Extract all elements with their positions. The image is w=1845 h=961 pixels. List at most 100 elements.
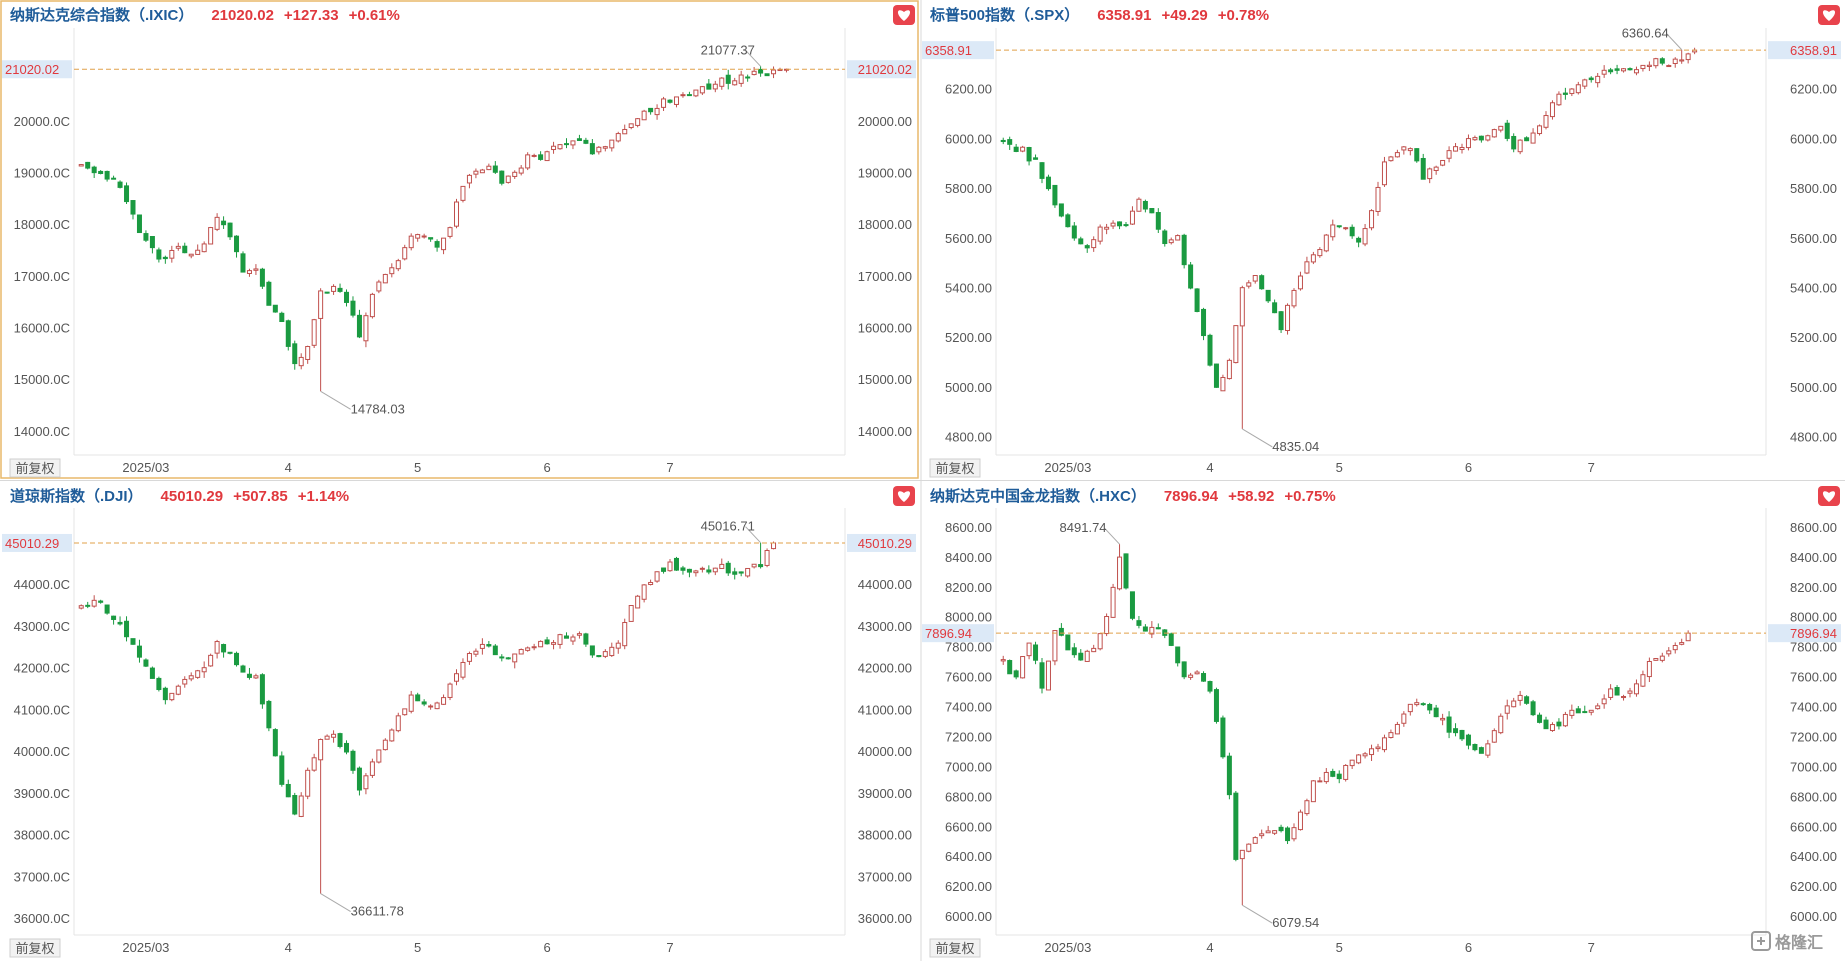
candle-body-down xyxy=(1201,673,1207,682)
candle-body-down xyxy=(162,687,168,701)
candle-body-up xyxy=(751,70,757,76)
candle-body-up xyxy=(1110,586,1116,618)
candle-body-down xyxy=(292,794,298,815)
candle-body-down xyxy=(1511,135,1517,150)
candle-body-up xyxy=(699,567,705,570)
annotation-leader-line xyxy=(320,390,351,410)
candle-body-up xyxy=(1640,64,1646,70)
candle-body-up xyxy=(447,683,453,698)
y-tick-label-left: 8000.00 xyxy=(945,610,992,625)
index-last-price: 21020.02 xyxy=(211,7,274,24)
candle-body-down xyxy=(1162,230,1168,245)
candle-body-up xyxy=(434,702,440,710)
y-tick-label-right: 40000.00 xyxy=(858,744,912,759)
candle-body-down xyxy=(221,220,227,226)
candle-body-up xyxy=(1091,239,1097,249)
candle-body-up xyxy=(1369,748,1375,756)
y-tick-label-left: 8600.00 xyxy=(945,520,992,535)
candle-body-down xyxy=(1000,139,1006,143)
y-tick-label-right: 42000.00 xyxy=(858,661,912,676)
candle-body-down xyxy=(1013,670,1019,678)
y-tick-label-right: 7400.00 xyxy=(1790,700,1837,715)
candle-body-up xyxy=(1621,68,1627,72)
y-tick-label-right: 8200.00 xyxy=(1790,580,1837,595)
index-last-price: 6358.91 xyxy=(1097,7,1151,24)
candle-body-up xyxy=(1246,843,1252,852)
candle-body-down xyxy=(1427,703,1433,711)
candle-body-down xyxy=(758,564,764,568)
index-last-price: 7896.94 xyxy=(1164,488,1219,505)
current-price-tag-left xyxy=(2,533,72,552)
extreme-value-annotation: 14784.03 xyxy=(351,401,405,416)
y-tick-label-left: 5600.00 xyxy=(945,231,992,246)
candle-body-up xyxy=(738,74,744,84)
restore-right-button-label: 前复权 xyxy=(935,461,974,476)
candle-body-down xyxy=(104,604,110,614)
candle-body-up xyxy=(1595,75,1601,84)
restore-right-button[interactable] xyxy=(9,938,61,958)
candle-body-down xyxy=(136,645,142,658)
y-tick-label-right: 7200.00 xyxy=(1790,729,1837,744)
candle-body-down xyxy=(285,320,291,347)
candle-body-down xyxy=(91,166,97,174)
candle-body-up xyxy=(1653,58,1659,67)
candle-body-up xyxy=(654,107,660,116)
candle-body-up xyxy=(1569,88,1575,95)
x-tick-label: 2025/03 xyxy=(122,460,169,475)
candle-body-up xyxy=(1517,139,1523,153)
restore-right-button[interactable] xyxy=(929,938,981,958)
restore-right-button-label: 前复权 xyxy=(935,941,974,956)
candle-body-up xyxy=(609,646,615,657)
x-tick-label: 6 xyxy=(1465,460,1472,475)
candle-body-down xyxy=(1453,728,1459,734)
candle-body-up xyxy=(570,636,576,642)
candle-body-up xyxy=(1627,690,1633,694)
candle-body-up xyxy=(1685,53,1691,61)
y-tick-label-right: 8000.00 xyxy=(1790,610,1837,625)
candle-body-up xyxy=(486,165,492,171)
candle-body-up xyxy=(1491,730,1497,743)
candle-body-down xyxy=(428,237,434,240)
candle-body-up xyxy=(1149,626,1155,635)
x-tick-label: 4 xyxy=(285,460,292,475)
candle-body-down xyxy=(563,143,569,146)
candle-body-down xyxy=(1071,647,1077,656)
candle-body-up xyxy=(576,633,582,636)
candle-body-up xyxy=(512,171,518,177)
candle-body-down xyxy=(544,639,550,645)
candle-body-up xyxy=(525,154,531,169)
candle-body-down xyxy=(240,665,246,673)
candle-body-up xyxy=(1459,146,1465,151)
y-tick-label-right: 5800.00 xyxy=(1790,181,1837,196)
y-tick-label-right: 6400.00 xyxy=(1790,849,1837,864)
current-price-label-left: 6358.91 xyxy=(925,43,972,58)
candle-body-up xyxy=(505,175,511,183)
candle-body-up xyxy=(518,167,524,174)
y-tick-label-right: 43000.00 xyxy=(858,619,912,634)
candle-body-down xyxy=(1562,92,1568,95)
candle-body-up xyxy=(214,216,220,230)
candle-body-down xyxy=(1033,157,1039,160)
candle-body-up xyxy=(382,739,388,751)
candle-body-up xyxy=(1304,261,1310,274)
candle-body-up xyxy=(1343,227,1349,230)
y-tick-label-left: 40000.0C xyxy=(14,744,70,759)
candle-body-up xyxy=(712,83,718,90)
y-tick-label-right: 36000.00 xyxy=(858,911,912,926)
restore-right-button[interactable] xyxy=(929,458,981,478)
candle-body-up xyxy=(1330,224,1336,238)
current-price-tag-left xyxy=(2,60,72,79)
y-tick-label-left: 36000.0C xyxy=(14,911,70,926)
index-change-pct: +1.14% xyxy=(298,488,349,505)
candle-body-down xyxy=(1084,245,1090,249)
restore-right-button[interactable] xyxy=(9,458,61,478)
candle-body-up xyxy=(318,738,324,761)
candle-body-up xyxy=(557,634,563,645)
y-tick-label-left: 6400.00 xyxy=(945,849,992,864)
candle-body-down xyxy=(117,621,123,625)
candle-body-up xyxy=(214,641,220,654)
candle-body-down xyxy=(1608,69,1614,73)
candle-body-up xyxy=(479,169,485,174)
candle-body-up xyxy=(395,260,401,270)
x-tick-label: 5 xyxy=(1336,460,1343,475)
